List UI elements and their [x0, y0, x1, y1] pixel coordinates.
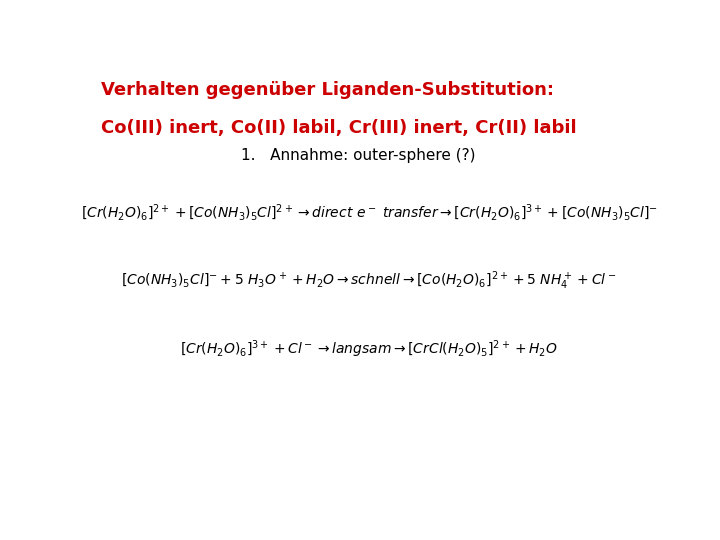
Text: 1.   Annahme: outer-sphere (?): 1. Annahme: outer-sphere (?) — [240, 148, 475, 163]
Text: Verhalten gegenüber Liganden-Substitution:: Verhalten gegenüber Liganden-Substitutio… — [101, 82, 554, 99]
Text: $\left[Cr(H_2O)_6\right]^{2+} + \left[Co(NH_3)_5Cl\right]^{2+}\rightarrow \mathi: $\left[Cr(H_2O)_6\right]^{2+} + \left[Co… — [81, 202, 657, 222]
Text: $\left[Co(NH_3)_5Cl\right]^{-} + 5\ H_3O^+ + H_2O\rightarrow \mathit{schnell}\ri: $\left[Co(NH_3)_5Cl\right]^{-} + 5\ H_3O… — [121, 269, 617, 292]
Text: $\left[Cr(H_2O)_6\right]^{3+} + Cl^-\rightarrow \mathit{langsam}\rightarrow \lef: $\left[Cr(H_2O)_6\right]^{3+} + Cl^-\rig… — [180, 339, 558, 360]
Text: Co(III) inert, Co(II) labil, Cr(III) inert, Cr(II) labil: Co(III) inert, Co(II) labil, Cr(III) ine… — [101, 119, 577, 137]
